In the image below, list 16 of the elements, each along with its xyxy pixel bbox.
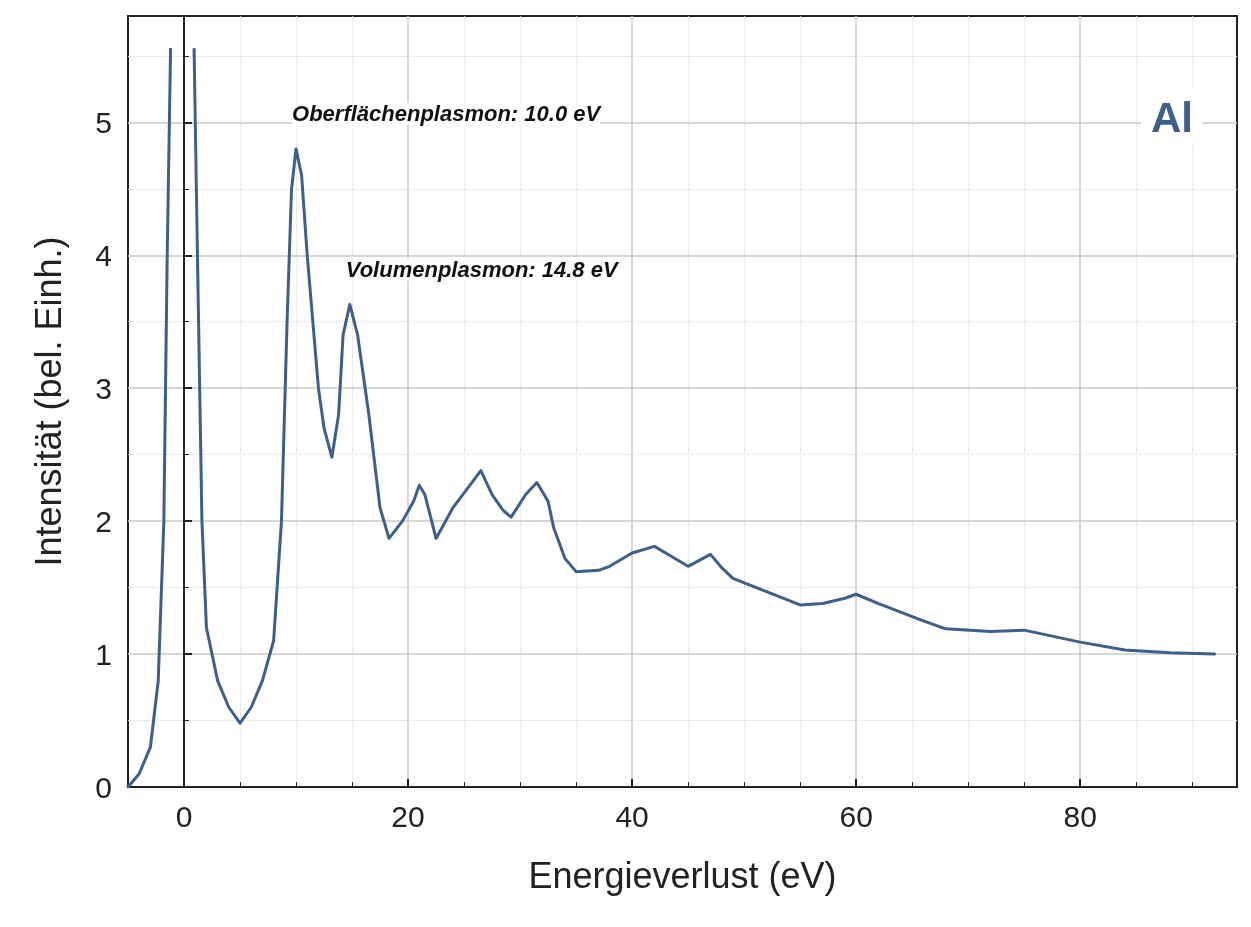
x-tick-label: 20	[391, 799, 425, 833]
x-tick-label: 60	[839, 799, 873, 833]
x-tick-label: 40	[615, 799, 649, 833]
y-tick-label: 2	[95, 504, 112, 538]
x-tick-label: 0	[175, 799, 193, 833]
y-tick-label: 3	[95, 371, 112, 405]
annotation: Al	[1151, 93, 1193, 141]
x-tick-label: 80	[1063, 799, 1097, 833]
x-axis-title: Energieverlust (eV)	[528, 854, 837, 896]
annotation: Volumenplasmon: 14.8 eV	[345, 256, 620, 282]
annotation: Oberflächenplasmon: 10.0 eV	[292, 101, 603, 127]
y-tick-label: 5	[95, 105, 112, 139]
y-tick-label: 0	[95, 770, 112, 804]
y-tick-label: 1	[95, 637, 112, 671]
y-tick-label: 4	[95, 238, 112, 272]
y-axis-title: Intensität (bel. Einh.)	[27, 236, 69, 567]
